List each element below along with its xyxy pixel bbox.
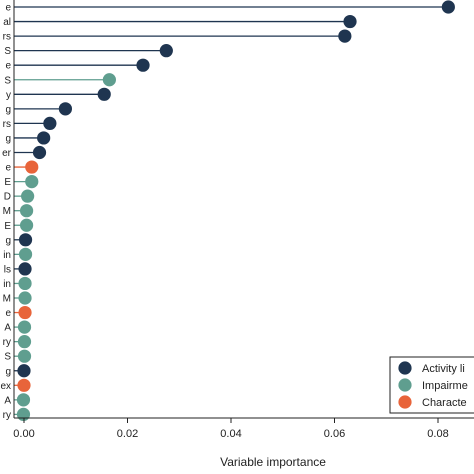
- category-label-5: S: [4, 75, 11, 86]
- legend-marker-0: [398, 361, 412, 375]
- x-axis-title: Variable importance: [220, 455, 326, 469]
- category-label-28: ry: [3, 410, 11, 421]
- point-7: [58, 102, 72, 116]
- point-18: [18, 262, 32, 276]
- point-23: [17, 335, 32, 349]
- category-label-23: ry: [3, 337, 11, 348]
- point-14: [19, 204, 34, 218]
- category-label-14: M: [3, 206, 11, 217]
- point-22: [17, 320, 32, 334]
- category-label-0: e: [5, 3, 11, 14]
- point-24: [17, 349, 32, 363]
- category-label-21: e: [5, 308, 11, 319]
- point-8: [43, 116, 57, 130]
- point-9: [37, 131, 51, 145]
- category-label-19: in: [3, 279, 11, 290]
- category-label-6: y: [6, 90, 11, 101]
- point-0: [441, 0, 455, 14]
- category-label-15: E: [4, 221, 11, 232]
- x-axis: 0.00 0.02 0.04 0.06 0.08: [13, 0, 474, 440]
- legend: Activity li Impairme Characte: [389, 356, 474, 414]
- category-label-10: er: [2, 148, 12, 159]
- legend-label-2: Characte: [422, 397, 467, 409]
- legend-label-1: Impairme: [422, 380, 468, 392]
- category-label-17: in: [3, 250, 11, 261]
- point-3: [159, 44, 173, 58]
- category-label-4: e: [5, 61, 11, 72]
- point-28: [16, 407, 31, 421]
- x-tick-label-0: 0.00: [13, 428, 34, 440]
- category-label-1: al: [3, 17, 11, 28]
- point-1: [343, 14, 357, 29]
- point-11: [25, 160, 39, 174]
- category-label-27: A: [4, 395, 11, 406]
- stems-layer: [14, 6, 449, 416]
- legend-marker-1: [398, 378, 412, 392]
- point-15: [19, 218, 34, 232]
- point-16: [18, 233, 33, 247]
- category-label-3: S: [4, 46, 11, 57]
- x-tick-label-2: 0.04: [220, 428, 241, 440]
- point-19: [18, 276, 32, 291]
- category-label-26: ex: [0, 381, 11, 392]
- category-label-16: g: [5, 235, 11, 246]
- point-12: [25, 175, 39, 189]
- category-label-25: g: [5, 366, 11, 377]
- category-label-24: S: [4, 352, 11, 363]
- category-label-9: g: [5, 133, 11, 144]
- category-label-18: ls: [4, 264, 11, 275]
- category-label-13: D: [4, 192, 11, 203]
- point-20: [18, 291, 32, 305]
- category-label-8: rs: [3, 119, 11, 130]
- legend-label-0: Activity li: [422, 363, 465, 375]
- legend-marker-2: [398, 395, 412, 409]
- category-label-2: rs: [3, 32, 11, 43]
- x-tick-label-1: 0.02: [117, 428, 138, 440]
- point-26: [17, 378, 31, 392]
- point-21: [18, 305, 32, 320]
- point-13: [21, 189, 35, 203]
- point-6: [97, 87, 111, 101]
- point-2: [338, 29, 352, 43]
- point-25: [17, 364, 31, 378]
- point-10: [32, 145, 47, 160]
- category-label-12: E: [4, 177, 11, 188]
- category-label-11: e: [5, 163, 11, 174]
- dots-layer: [16, 0, 455, 421]
- category-label-20: M: [3, 294, 11, 305]
- point-27: [16, 393, 31, 407]
- x-tick-label-4: 0.08: [427, 428, 448, 440]
- x-tick-label-3: 0.06: [324, 428, 345, 440]
- point-5: [102, 73, 116, 87]
- point-17: [18, 247, 33, 261]
- point-4: [136, 58, 150, 72]
- category-label-22: A: [4, 323, 11, 334]
- category-label-7: g: [5, 104, 11, 115]
